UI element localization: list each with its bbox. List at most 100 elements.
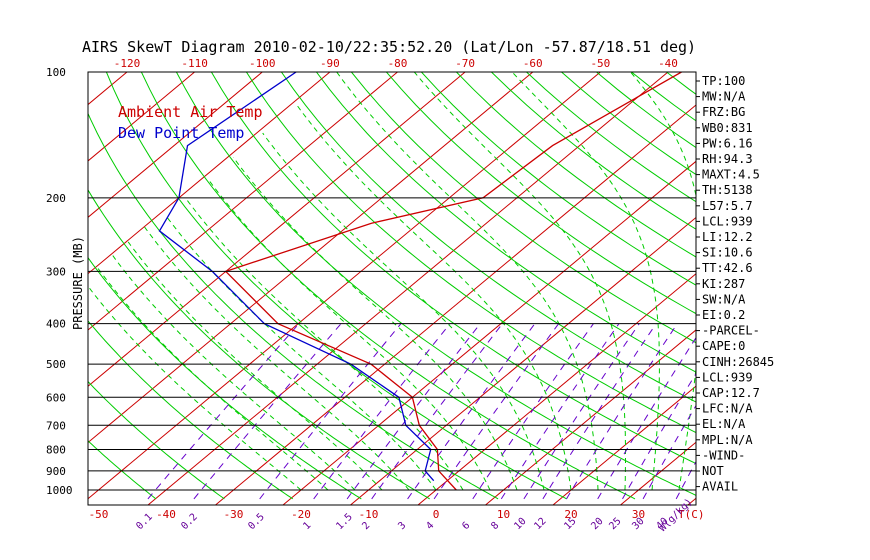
bottom-temp-tick-label: 10 — [497, 508, 510, 521]
mixing-ratio-tick-label: 2 — [360, 520, 372, 532]
mixing-ratio-line — [542, 323, 657, 500]
pressure-tick-label: 900 — [46, 465, 66, 478]
indices-entry: LFC:N/A — [702, 402, 753, 416]
moist-adiabat-line — [97, 268, 329, 491]
moist-adiabat-line — [630, 72, 696, 491]
indices-entry: SW:N/A — [702, 292, 746, 306]
mixing-ratio-line — [472, 323, 594, 500]
dry-adiabat-line — [88, 320, 294, 500]
x-axis-label: T(C) — [678, 508, 705, 521]
top-temp-tick-label: -110 — [181, 57, 208, 70]
mixing-ratio-line — [566, 323, 678, 500]
mixing-ratio-tick-label: 4 — [424, 520, 436, 532]
pressure-tick-label: 1000 — [46, 484, 73, 497]
indices-entry: RH:94.3 — [702, 152, 753, 166]
mixing-ratio-line — [193, 323, 342, 500]
mixing-ratio-tick-label: 10 — [512, 516, 528, 532]
isotherm-line — [88, 72, 128, 106]
dry-adiabat-line — [88, 380, 225, 500]
pressure-tick-label: 100 — [46, 66, 66, 79]
dry-adiabat-line — [280, 72, 696, 403]
bottom-temp-tick-label: -40 — [156, 508, 176, 521]
moist-adiabat-line — [511, 72, 660, 491]
dry-adiabat-line — [210, 72, 696, 465]
top-temp-tick-label: -70 — [455, 57, 475, 70]
isotherm-line — [88, 72, 331, 275]
moist-adiabat-line — [127, 241, 383, 491]
bottom-temp-tick-label: -50 — [89, 508, 109, 521]
mixing-ratio-tick-label: 25 — [607, 516, 623, 532]
dry-adiabat-line — [245, 72, 696, 434]
moist-adiabat-line — [144, 226, 410, 491]
isotherm-line — [147, 72, 669, 505]
indices-entry: LI:12.2 — [702, 230, 753, 244]
indices-entry: LCL:939 — [702, 214, 753, 228]
mixing-ratio-tick-label: 0.1 — [134, 512, 155, 533]
mixing-ratio-line — [313, 323, 451, 500]
mixing-ratio-tick-label: 6 — [460, 520, 472, 532]
isotherm-line — [823, 72, 870, 505]
top-temp-tick-label: -100 — [249, 57, 276, 70]
indices-entry: WB0:831 — [702, 121, 753, 135]
moist-adiabat-line — [232, 157, 518, 491]
pressure-tick-label: 800 — [46, 443, 66, 456]
dry-adiabat-line — [88, 189, 430, 500]
indices-entry: TT:42.6 — [702, 261, 753, 275]
indices-entry: CAP:12.7 — [702, 386, 760, 400]
moist-adiabat-line — [88, 285, 302, 491]
mixing-ratio-line — [523, 323, 640, 500]
indices-entry: MPL:N/A — [702, 433, 753, 447]
isotherm-line — [0, 72, 59, 505]
indices-entry: EI:0.2 — [702, 308, 745, 322]
isotherm-line — [88, 72, 601, 500]
indices-entry: L57:5.7 — [702, 199, 753, 213]
mixing-ratio-tick-label: 8 — [489, 520, 501, 532]
indices-entry: MW:N/A — [702, 90, 746, 104]
moist-adiabat-line — [207, 178, 491, 491]
isotherm-line — [88, 72, 398, 331]
mixing-ratio-tick-label: 1 — [301, 520, 313, 532]
series-layer — [158, 72, 682, 491]
indices-entry: EL:N/A — [702, 417, 746, 431]
dry-adiabat-line — [807, 72, 870, 499]
pressure-tick-label: 600 — [46, 391, 66, 404]
indices-entry: CINH:26845 — [702, 355, 774, 369]
bottom-temp-tick-label: 30 — [632, 508, 645, 521]
mixing-ratio-tick-label: 0.2 — [179, 512, 200, 533]
chart-title: AIRS SkewT Diagram 2010-02-10/22:35:52.2… — [82, 38, 696, 56]
mixing-ratio-tick-label: 12 — [532, 516, 548, 532]
indices-entry: LCL:939 — [702, 370, 753, 384]
indices-entry: FRZ:BG — [702, 105, 745, 119]
top-temp-tick-label: -90 — [320, 57, 340, 70]
indices-entry: TH:5138 — [702, 183, 753, 197]
indices-entry: TP:100 — [702, 74, 745, 88]
dry-adiabat-line — [456, 72, 696, 258]
dry-adiabat-line — [421, 72, 696, 286]
top-temp-tick-label: -50 — [590, 57, 610, 70]
dry-adiabat-line — [88, 112, 499, 500]
isotherm-line — [88, 72, 466, 387]
mixing-ratio-line — [500, 323, 620, 500]
isotherm-line — [282, 160, 696, 505]
moist-adiabat-line — [112, 255, 356, 491]
isotherm-line — [88, 72, 195, 162]
mixing-ratio-line — [346, 323, 481, 500]
indices-entry: AVAIL — [702, 480, 738, 494]
bottom-temp-tick-label: 0 — [433, 508, 440, 521]
dry-adiabat-line — [351, 72, 696, 344]
dry-adiabat-line — [491, 72, 696, 230]
indices-entry: -PARCEL- — [702, 324, 760, 338]
bottom-temp-tick-label: 20 — [564, 508, 577, 521]
indices-entry: CAPE:0 — [702, 339, 745, 353]
moist-adiabat-line — [413, 72, 626, 490]
legend-dewpoint: Dew Point Temp — [118, 124, 244, 142]
mixing-ratio-tick-label: 1.5 — [334, 512, 355, 533]
y-axis-label: PRESSURE (MB) — [71, 236, 85, 330]
bottom-temp-tick-label: -20 — [291, 508, 311, 521]
isotherm-line — [755, 72, 870, 505]
dry-adiabat-line — [772, 72, 870, 499]
isotherm-line — [417, 273, 696, 505]
indices-entry: SI:10.6 — [702, 246, 753, 260]
pressure-tick-label: 500 — [46, 358, 66, 371]
